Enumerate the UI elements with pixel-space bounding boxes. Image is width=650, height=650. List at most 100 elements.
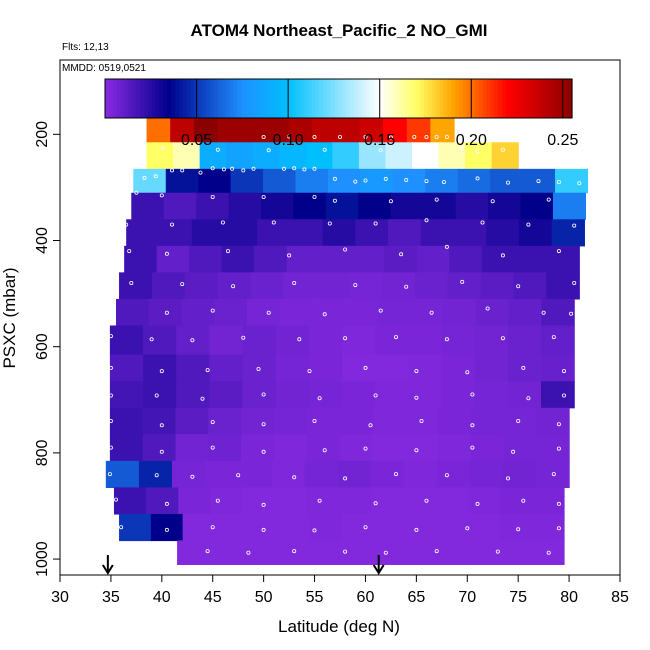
heatmap-cell [172,460,206,488]
colorbar-swatch [120,79,126,118]
sample-point [551,472,556,477]
sample-point [159,423,164,428]
colorbar-swatch [392,79,398,118]
colorbar-swatch [389,79,394,118]
colorbar-swatch [307,79,312,118]
sample-point [363,178,368,183]
heatmap-cell [490,168,524,194]
colorbar-swatch [186,79,192,118]
sample-point [261,502,266,507]
heatmap-cell [124,245,158,273]
sample-point [142,175,147,180]
heatmap-cell [384,245,418,273]
heatmap-cell [304,460,339,488]
heatmap-cell [196,192,230,220]
heatmap-cell [289,219,324,247]
colorbar-swatch [439,79,445,118]
sample-point [556,501,561,506]
sample-point [404,177,409,182]
heatmap-cell [390,192,424,220]
heatmap-cell [109,407,144,435]
heatmap-cell [309,513,343,542]
heatmap-cell [176,381,210,409]
sample-point [134,190,139,195]
heatmap-cell [293,192,327,220]
heatmap-cell [143,325,177,356]
colorbar-swatch [206,79,211,118]
heatmap-cell [198,168,232,194]
sample-point [124,222,129,227]
sample-point [373,393,378,398]
heatmap-cell [116,298,150,327]
heatmap-cell [230,168,264,194]
sample-point [210,525,215,530]
heatmap-cell [435,540,468,565]
heatmap-cell [339,434,373,462]
heatmap-cell [305,142,333,170]
heatmap-cell [358,142,387,170]
heatmap-cell [383,118,408,143]
heatmap-cell [210,487,244,515]
colorbar-swatch [482,79,487,118]
sample-point [505,180,510,185]
sample-point [388,135,393,140]
heatmap-cell [441,381,476,409]
heatmap-cell [370,460,405,488]
colorbar-swatch [463,79,468,118]
heatmap-cell [133,168,167,194]
sample-point [154,393,159,398]
sample-point [153,174,158,179]
heatmap-cell [209,540,243,565]
sample-point [500,253,505,258]
sample-point [475,149,480,154]
colorbar-swatch [564,79,569,118]
heatmap-cell [337,460,372,488]
sample-point [424,498,429,503]
colorbar-tick-label: 0.25 [547,132,578,149]
colorbar-swatch [171,79,176,118]
sample-point [393,335,398,340]
heatmap-cell [455,192,489,220]
sample-point [526,396,531,401]
sample-point [149,337,154,342]
heatmap-cell [507,381,542,409]
colorbar-swatch [443,79,449,118]
colorbar-swatch [400,79,406,118]
sample-point [210,308,215,313]
heatmap-cell [541,381,575,409]
heatmap-cell [131,192,165,220]
sample-point [221,167,226,172]
colorbar-swatch [163,79,168,118]
heatmap-cell [345,298,379,327]
sample-point [516,284,521,289]
heatmap-cell [142,434,177,462]
colorbar-swatch [287,79,293,118]
x-tick-label: 45 [204,589,222,606]
sample-point [393,472,398,477]
sample-point [343,476,348,481]
sample-point [190,338,195,343]
colorbar-swatch [408,79,414,118]
sample-point [363,446,368,451]
heatmap-cell [551,219,585,247]
heatmap-cell [437,434,472,462]
colorbar-swatch [486,79,491,118]
colorbar-swatch [451,79,456,118]
sample-point [198,170,203,175]
sample-points [107,134,582,555]
heatmap-cell [453,219,487,247]
sample-point [322,312,327,317]
x-tick-label: 85 [611,589,629,606]
heatmap-cell [143,354,177,382]
sample-point [108,418,113,423]
sample-point [383,550,388,555]
colorbar-swatch [435,79,441,118]
colorbar-swatch [190,79,196,118]
heatmap-cell [109,354,144,382]
colorbar-swatch [556,79,561,118]
heatmap-cell [377,298,412,327]
heatmap-cell [520,192,554,220]
colorbar-swatch [136,79,141,118]
sample-point [281,166,286,171]
heatmap-cell [175,434,209,462]
